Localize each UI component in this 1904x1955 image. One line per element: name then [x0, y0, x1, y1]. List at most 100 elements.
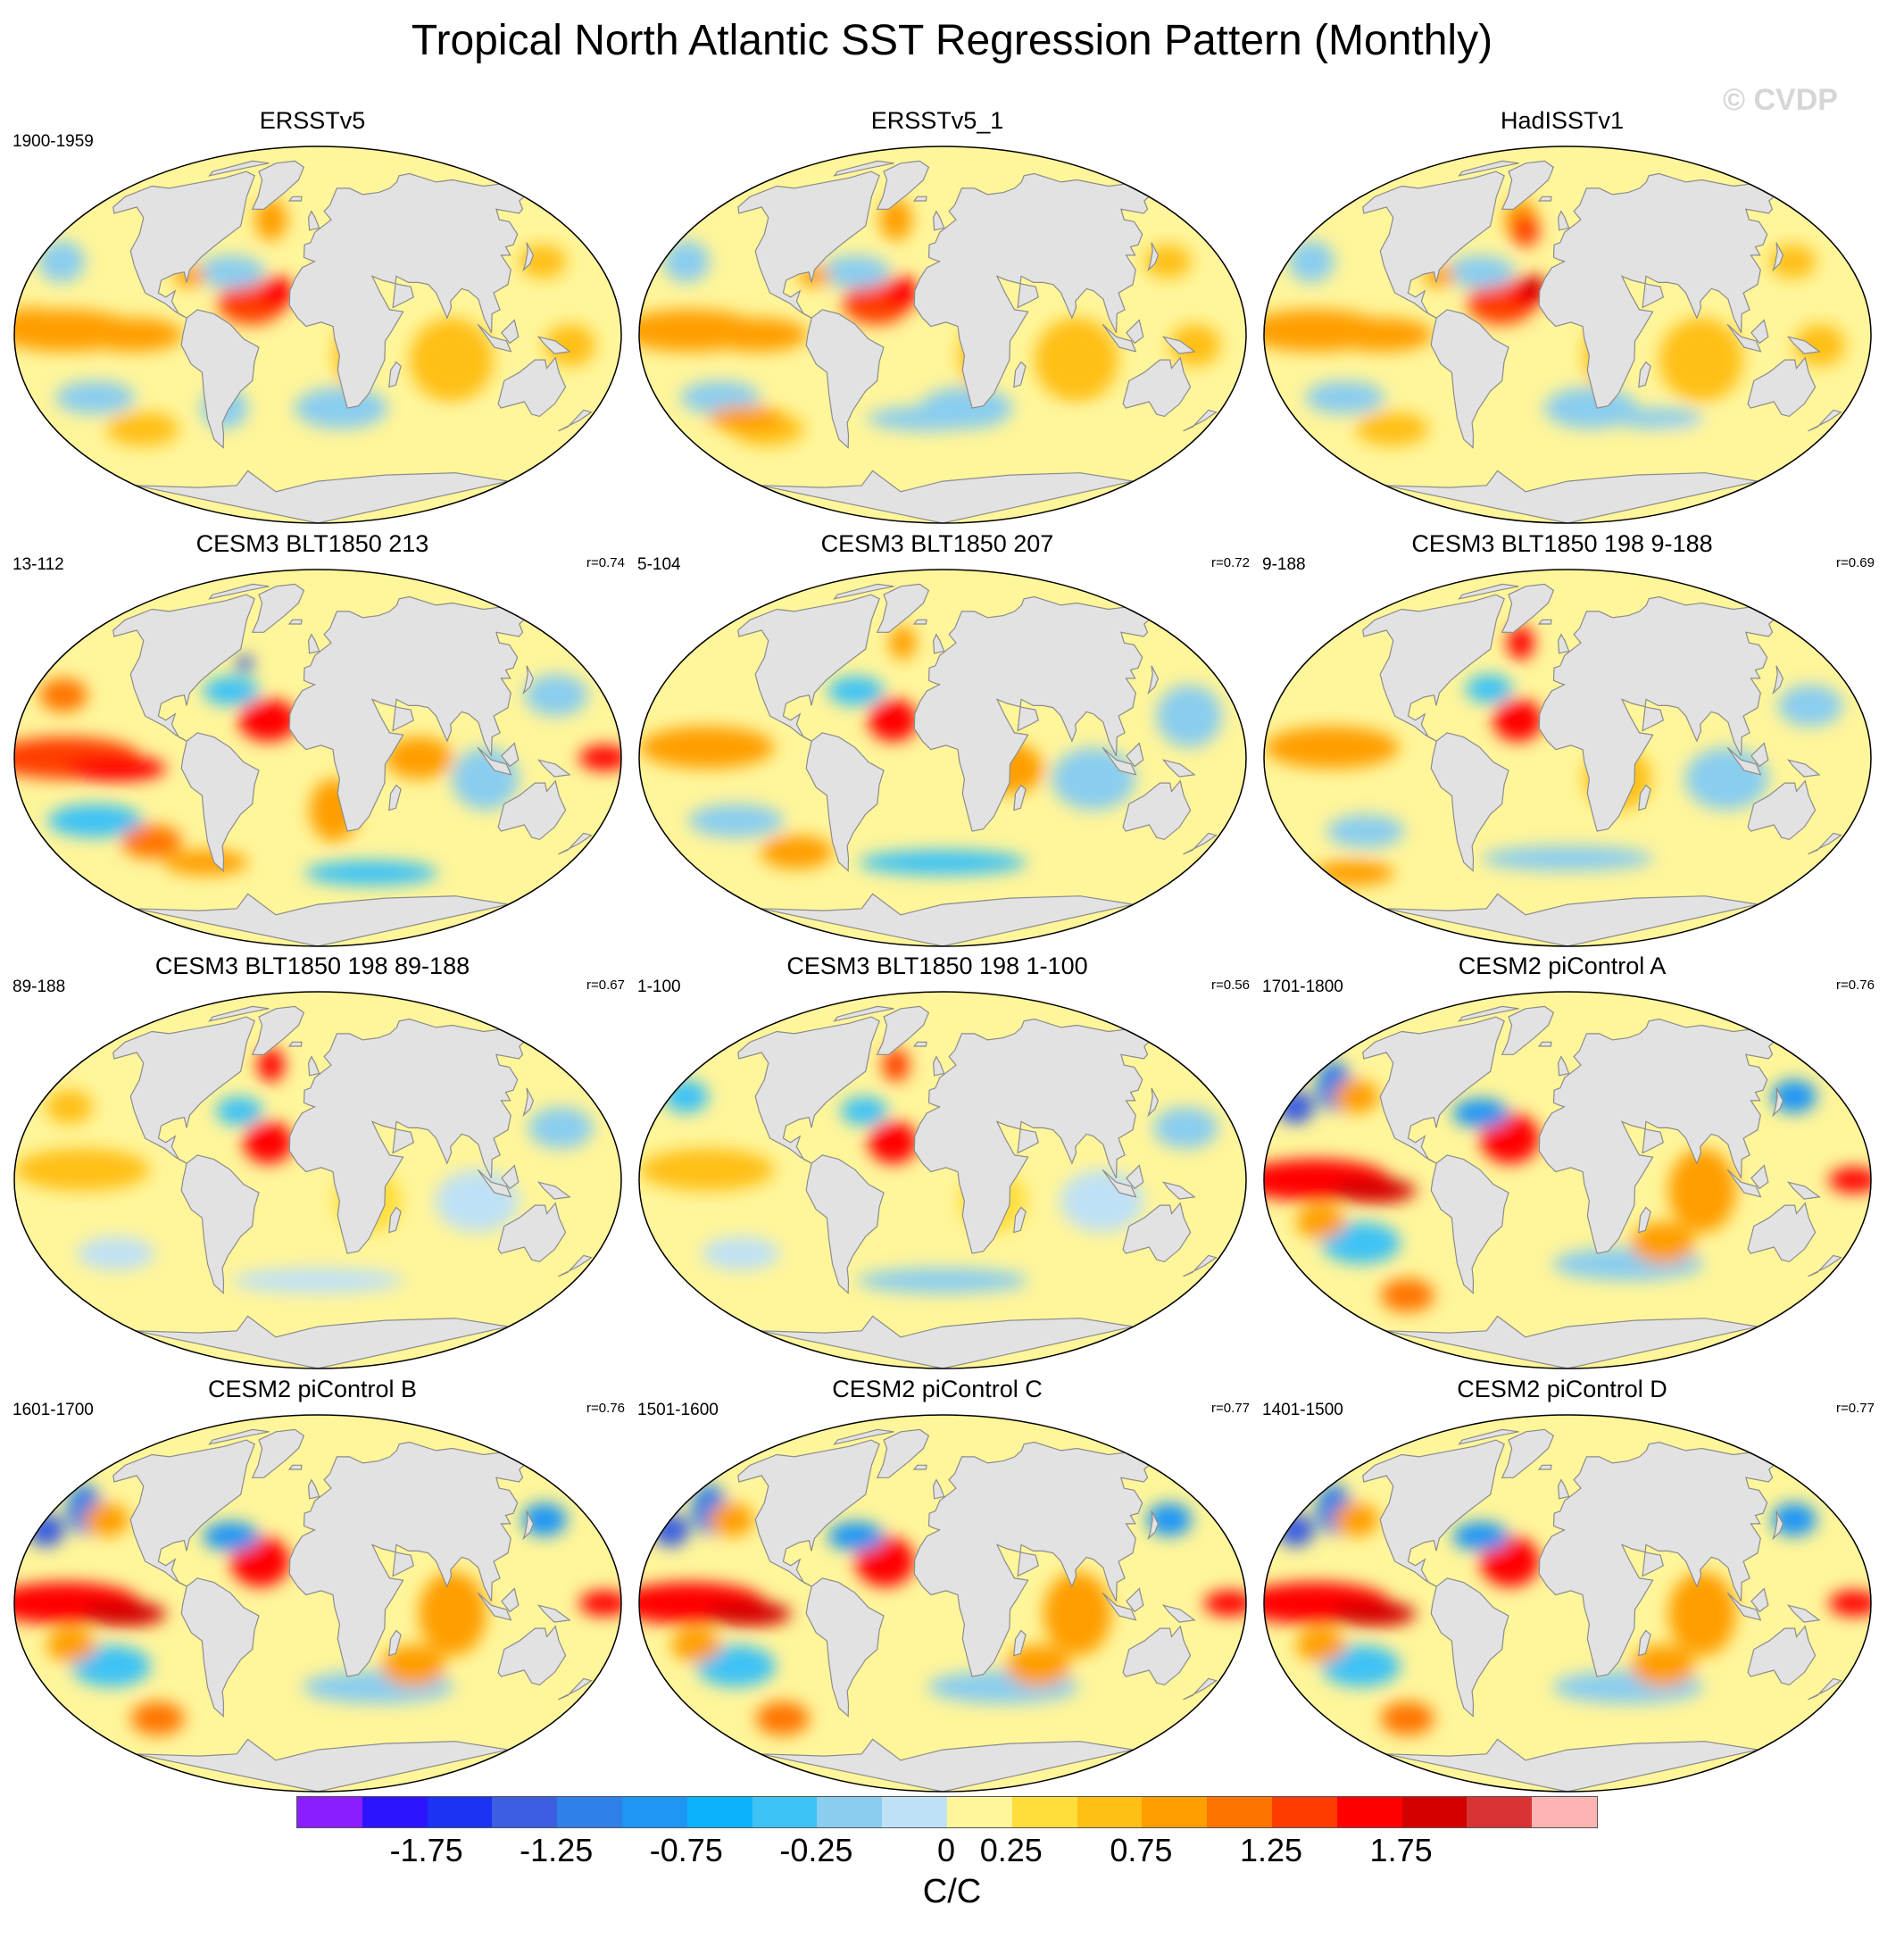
sst-anomaly-region — [1452, 1098, 1509, 1128]
sst-anomaly-region — [578, 745, 621, 771]
sst-anomaly-region — [1631, 1644, 1695, 1687]
sst-anomaly-region — [1511, 213, 1540, 247]
map-panel: CESM3 BLT1850 198 89-188 89-188 r=0.67 — [0, 951, 625, 1375]
colorbar-swatch — [882, 1797, 947, 1827]
sst-anomaly-region — [1452, 1521, 1509, 1552]
land-new-zealand — [1183, 1677, 1218, 1701]
land-antarctica — [1384, 1738, 1758, 1792]
land-madagascar — [388, 361, 402, 388]
colorbar-swatch — [1467, 1797, 1533, 1827]
panel-pattern-correlation: r=0.77 — [1836, 1401, 1875, 1416]
land-new-guinea — [536, 759, 571, 778]
sst-anomaly-region — [71, 1644, 152, 1687]
sst-anomaly-region — [1380, 1278, 1434, 1312]
sst-anomaly-region — [706, 318, 808, 352]
sst-anomaly-region — [121, 825, 182, 859]
panel-title: CESM3 BLT1850 198 89-188 — [154, 953, 470, 979]
land-new-guinea — [1161, 1181, 1196, 1200]
sst-anomaly-region — [65, 755, 167, 781]
land-indonesia-a — [1726, 1169, 1762, 1198]
land-madagascar — [1013, 1206, 1027, 1234]
panel-period: 1-100 — [637, 978, 681, 996]
sst-anomaly-region — [243, 1121, 294, 1164]
map-panel: ERSSTv5 1900-1959 — [0, 105, 625, 529]
land-new-guinea — [1161, 336, 1196, 354]
colorbar-swatch — [1011, 1797, 1077, 1827]
sst-anomaly-region — [671, 1628, 721, 1662]
sst-anomaly-region — [215, 1096, 263, 1127]
sst-anomaly-region — [1331, 318, 1433, 352]
land-antarctica — [760, 470, 1134, 523]
colorbar-swatch — [686, 1797, 752, 1827]
map-outline — [1263, 1414, 1872, 1793]
sst-anomaly-region — [257, 1048, 285, 1082]
land-australia — [1122, 1625, 1192, 1686]
land-antarctica — [135, 1315, 509, 1368]
colorbar-swatch — [1401, 1797, 1467, 1827]
land-greenland — [876, 160, 930, 210]
sst-anomaly-region — [1777, 684, 1843, 727]
land-greenland — [1501, 583, 1555, 633]
land-iceland — [1537, 1464, 1552, 1470]
sst-anomaly-region — [882, 1048, 910, 1082]
land-iceland — [912, 1041, 927, 1047]
map-outline — [638, 1414, 1247, 1793]
land-north-america — [1362, 1439, 1505, 1587]
sst-anomaly-region — [1828, 1590, 1871, 1617]
panel-period: 1601-1700 — [12, 1401, 94, 1419]
sst-anomaly-region — [81, 1601, 167, 1626]
land-south-america — [805, 1577, 885, 1718]
sst-anomaly-region — [1771, 1502, 1817, 1536]
land-antarctica — [1384, 470, 1758, 523]
land-new-guinea — [536, 1604, 571, 1623]
land-arctic-islands — [833, 1428, 894, 1445]
land-africa-eurasia — [1538, 1441, 1775, 1677]
land-north-america — [112, 171, 255, 319]
land-australia — [497, 1202, 567, 1263]
land-britain — [307, 633, 320, 654]
sst-anomaly-region — [232, 1268, 403, 1294]
sst-anomaly-region — [528, 1106, 594, 1149]
colorbar-swatch — [1207, 1797, 1272, 1827]
land-britain — [932, 210, 945, 231]
land-new-zealand — [1808, 832, 1842, 855]
land-iceland — [287, 619, 303, 625]
land-arctic-islands — [1458, 160, 1519, 177]
land-madagascar — [388, 784, 402, 811]
land-madagascar — [1638, 1206, 1651, 1234]
land-arctic-islands — [208, 1005, 270, 1022]
map-outline — [638, 146, 1247, 524]
sst-anomaly-region — [1326, 814, 1405, 848]
regression-map — [13, 569, 622, 947]
land-south-america — [1430, 1577, 1509, 1718]
sst-anomaly-region — [702, 1236, 780, 1270]
land-arctic-islands — [208, 160, 270, 177]
land-antarctica — [135, 1738, 509, 1792]
land-greenland — [876, 1428, 930, 1478]
map-panel: CESM2 piControl B 1601-1700 r=0.76 — [0, 1374, 625, 1798]
land-indonesia-b — [1750, 319, 1769, 345]
land-iceland — [1537, 1041, 1552, 1047]
colorbar-tick-label: 1.25 — [1239, 1832, 1303, 1868]
land-iceland — [287, 196, 303, 202]
land-indonesia-b — [1126, 1164, 1144, 1190]
colorbar — [296, 1796, 1598, 1828]
land-indonesia-a — [1726, 1592, 1762, 1621]
land-arctic-islands — [833, 160, 894, 177]
sst-anomaly-region — [1006, 1644, 1070, 1687]
land-japan — [1772, 1087, 1784, 1118]
regression-map — [638, 1414, 1247, 1793]
sst-anomaly-region — [385, 736, 453, 779]
land-north-america — [112, 1439, 255, 1587]
land-australia — [1747, 356, 1817, 418]
land-north-america — [737, 171, 880, 319]
panel-period: 1401-1500 — [1262, 1401, 1343, 1419]
panel-title: CESM3 BLT1850 213 — [195, 530, 429, 557]
land-new-zealand — [558, 832, 593, 855]
land-britain — [1557, 633, 1570, 654]
sst-anomaly-region — [77, 1236, 155, 1270]
sst-anomaly-region — [639, 726, 775, 769]
colorbar-swatch — [362, 1797, 428, 1827]
panel-period: 89-188 — [12, 978, 66, 996]
land-greenland — [1501, 1428, 1555, 1478]
